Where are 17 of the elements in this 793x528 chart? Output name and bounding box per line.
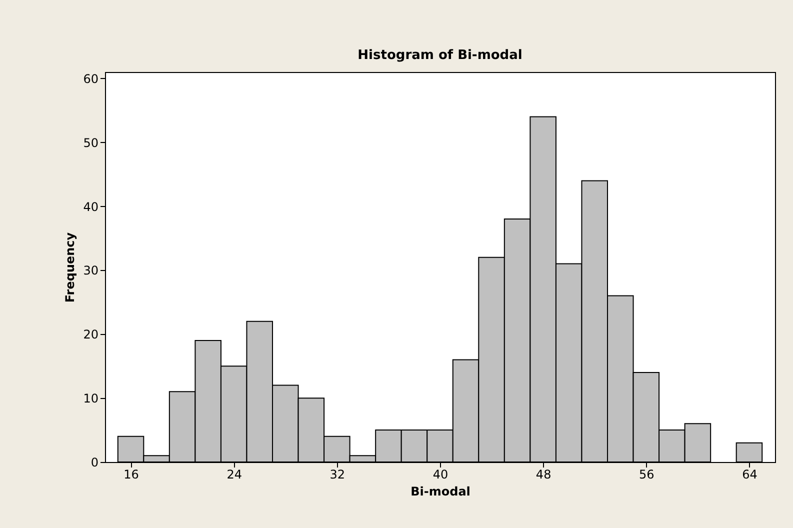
- x-tick-label: 16: [124, 468, 139, 482]
- chart-title: Histogram of Bi-modal: [358, 48, 522, 63]
- y-tick-label: 30: [83, 264, 98, 278]
- x-axis-title: Bi-modal: [410, 484, 470, 498]
- x-tick-label: 24: [226, 468, 242, 482]
- y-tick-label: 60: [83, 72, 98, 86]
- x-tick-label: 56: [639, 468, 654, 482]
- x-tick-label: 32: [330, 468, 346, 482]
- y-axis-title: Frequency: [63, 232, 78, 303]
- y-tick-label: 50: [83, 136, 98, 150]
- y-tick-label: 20: [83, 328, 98, 342]
- y-tick-label: 10: [83, 392, 98, 406]
- y-tick-label: 40: [83, 200, 98, 214]
- x-tick-label: 48: [536, 468, 552, 482]
- x-tick-label: 40: [432, 468, 448, 482]
- y-tick-label: 0: [90, 456, 98, 470]
- x-tick-label: 64: [742, 468, 758, 482]
